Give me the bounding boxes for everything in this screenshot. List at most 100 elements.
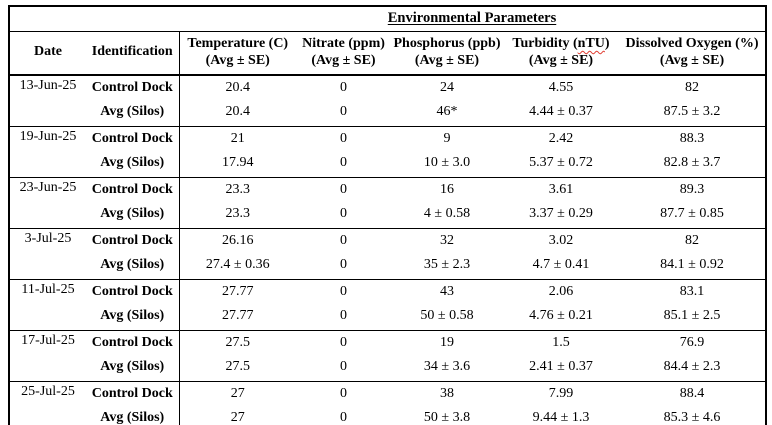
column-header-nitrate-line2: (Avg ± SE) bbox=[311, 52, 376, 68]
value-cell: 3.61 bbox=[548, 182, 574, 198]
avg-silos-row: Avg (Silos) 20.4 0 46* 4.44 ± 0.37 87.5 ± 3.2 bbox=[9, 99, 766, 127]
control-dock-row: 25-Jul-25 Control Dock 27 0 38 7.99 88.4 bbox=[9, 381, 766, 405]
avg-silos-row: Avg (Silos) 27 0 50 ± 3.8 9.44 ± 1.3 85.3 ± 4… bbox=[9, 405, 766, 425]
value-cell: 5.37 ± 0.72 bbox=[529, 155, 593, 171]
avg-silos-row: Avg (Silos) 27.5 0 34 ± 3.6 2.41 ± 0.37 84.4 … bbox=[9, 354, 766, 382]
value-cell: 85.3 ± 4.6 bbox=[663, 410, 721, 425]
value-cell: 0 bbox=[340, 257, 347, 273]
identification-cell-control: Control Dock bbox=[91, 131, 173, 147]
value-cell: 82 bbox=[685, 80, 699, 96]
value-cell: 88.4 bbox=[679, 386, 705, 402]
value-cell: 87.5 ± 3.2 bbox=[663, 104, 721, 120]
identification-cell-avg: Avg (Silos) bbox=[100, 206, 165, 222]
value-cell: 82.8 ± 3.7 bbox=[663, 155, 721, 171]
identification-cell-control: Control Dock bbox=[91, 80, 173, 96]
value-cell: 0 bbox=[340, 155, 347, 171]
control-dock-row: 19-Jun-25 Control Dock 21 0 9 2.42 88.3 bbox=[9, 126, 766, 150]
table-title: Environmental Parameters bbox=[387, 9, 557, 26]
value-cell: 82 bbox=[685, 233, 699, 249]
column-header-turbidity: Turbidity (nTU) (Avg ± SE) bbox=[503, 31, 619, 75]
value-cell: 27.4 ± 0.36 bbox=[178, 252, 296, 280]
identification-cell-avg: Avg (Silos) bbox=[100, 104, 165, 120]
value-cell: 3.37 ± 0.29 bbox=[529, 206, 593, 222]
column-header-dissolved-oxygen-line1: Dissolved Oxygen (%) bbox=[625, 35, 759, 51]
control-dock-row: 13-Jun-25 Control Dock 20.4 0 24 4.55 82 bbox=[9, 75, 766, 99]
value-cell: 32 bbox=[440, 233, 454, 249]
date-cell: 23-Jun-25 bbox=[19, 180, 77, 195]
value-cell: 16 bbox=[440, 182, 454, 198]
column-header-temperature-line1: Temperature (C) bbox=[187, 35, 289, 51]
value-cell: 20.4 bbox=[178, 99, 296, 127]
column-header-turbidity-line2: (Avg ± SE) bbox=[528, 52, 594, 68]
value-cell: 9 bbox=[443, 131, 451, 147]
value-cell: 88.3 bbox=[679, 131, 705, 147]
value-cell: 4.55 bbox=[548, 80, 574, 96]
value-cell: 0 bbox=[340, 284, 347, 300]
document-page: { "table": { "title": "Environmental Par… bbox=[0, 5, 772, 425]
date-cell: 13-Jun-25 bbox=[19, 78, 77, 93]
value-cell: 9.44 ± 1.3 bbox=[532, 410, 590, 425]
identification-cell-control: Control Dock bbox=[91, 335, 173, 351]
value-cell: 0 bbox=[340, 80, 347, 96]
date-cell: 17-Jul-25 bbox=[21, 333, 75, 348]
value-cell: 23.3 bbox=[178, 177, 296, 201]
date-block: 3-Jul-25 Control Dock 26.16 0 32 3.02 82 Avg (S… bbox=[9, 228, 767, 280]
value-cell: 27.5 bbox=[178, 354, 296, 382]
value-cell: 20.4 bbox=[178, 75, 296, 99]
value-cell: 85.1 ± 2.5 bbox=[663, 308, 721, 324]
value-cell: 4 ± 0.58 bbox=[423, 206, 471, 222]
environmental-parameters-table: Environmental Parameters Date Identifica… bbox=[8, 5, 768, 425]
avg-silos-row: Avg (Silos) 27.77 0 50 ± 0.58 4.76 ± 0.21 85.… bbox=[9, 303, 766, 331]
value-cell: 10 ± 3.0 bbox=[423, 155, 471, 171]
identification-cell-avg: Avg (Silos) bbox=[100, 257, 165, 273]
value-cell: 76.9 bbox=[679, 335, 705, 351]
value-cell: 27 bbox=[178, 405, 296, 425]
column-header-phosphorus-line2: (Avg ± SE) bbox=[414, 52, 480, 68]
value-cell: 27.5 bbox=[178, 330, 296, 354]
date-cell: 3-Jul-25 bbox=[24, 231, 72, 246]
value-cell: 2.06 bbox=[548, 284, 574, 300]
value-cell: 0 bbox=[340, 233, 347, 249]
table-title-cell: Environmental Parameters bbox=[179, 6, 767, 32]
value-cell: 3.02 bbox=[548, 233, 574, 249]
value-cell: 46* bbox=[436, 104, 458, 120]
control-dock-row: 23-Jun-25 Control Dock 23.3 0 16 3.61 89.3 bbox=[9, 177, 766, 201]
control-dock-row: 3-Jul-25 Control Dock 26.16 0 32 3.02 82 bbox=[9, 228, 766, 252]
avg-silos-row: Avg (Silos) 27.4 ± 0.36 0 35 ± 2.3 4.7 ± 0.4… bbox=[9, 252, 766, 280]
value-cell: 34 ± 3.6 bbox=[423, 359, 471, 375]
date-block: 13-Jun-25 Control Dock 20.4 0 24 4.55 82 Avg (S… bbox=[9, 75, 767, 127]
column-header-phosphorus-line1: Phosphorus (ppb) bbox=[393, 35, 501, 51]
column-header-temperature-line2: (Avg ± SE) bbox=[205, 52, 270, 68]
value-cell: 24 bbox=[440, 80, 454, 96]
value-cell: 7.99 bbox=[548, 386, 574, 402]
value-cell: 23.3 bbox=[178, 201, 296, 229]
column-header-row: Date Identification Temperature (C) (Avg… bbox=[9, 31, 767, 75]
value-cell: 50 ± 3.8 bbox=[423, 410, 471, 425]
value-cell: 0 bbox=[340, 308, 347, 324]
column-header-identification: Identification bbox=[91, 44, 173, 60]
identification-cell-control: Control Dock bbox=[91, 233, 173, 249]
column-header-phosphorus: Phosphorus (ppb) (Avg ± SE) bbox=[391, 31, 503, 75]
control-dock-row: 11-Jul-25 Control Dock 27.77 0 43 2.06 83.1 bbox=[9, 279, 766, 303]
value-cell: 0 bbox=[340, 335, 347, 351]
value-cell: 0 bbox=[340, 359, 347, 375]
column-header-date: Date bbox=[34, 44, 62, 60]
value-cell: 2.42 bbox=[548, 131, 574, 147]
column-header-dissolved-oxygen: Dissolved Oxygen (%) (Avg ± SE) bbox=[619, 31, 766, 75]
value-cell: 0 bbox=[340, 410, 347, 425]
turbidity-label-prefix: Turbidity ( bbox=[512, 35, 578, 51]
identification-cell-avg: Avg (Silos) bbox=[100, 410, 165, 425]
value-cell: 27 bbox=[178, 381, 296, 405]
value-cell: 0 bbox=[340, 182, 347, 198]
value-cell: 26.16 bbox=[178, 228, 296, 252]
identification-cell-avg: Avg (Silos) bbox=[100, 155, 165, 171]
date-cell: 11-Jul-25 bbox=[21, 282, 75, 297]
column-header-nitrate-line1: Nitrate (ppm) bbox=[302, 35, 385, 51]
turbidity-label-suffix: ) bbox=[604, 35, 610, 51]
title-spacer-cell bbox=[9, 6, 179, 32]
value-cell: 89.3 bbox=[679, 182, 705, 198]
value-cell: 27.77 bbox=[178, 303, 296, 331]
value-cell: 27.77 bbox=[178, 279, 296, 303]
date-cell: 25-Jul-25 bbox=[21, 384, 75, 399]
date-block: 11-Jul-25 Control Dock 27.77 0 43 2.06 83.1 Avg… bbox=[9, 279, 767, 331]
